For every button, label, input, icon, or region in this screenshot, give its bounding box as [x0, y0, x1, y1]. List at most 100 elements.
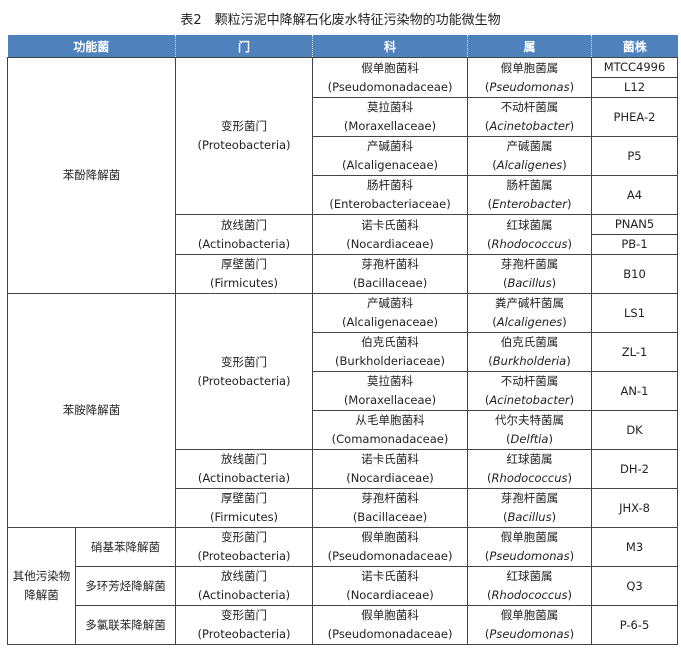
cn-label: 厚壁菌门: [221, 491, 268, 505]
latin-label: (Actinobacteria): [197, 236, 291, 251]
strain-cell: L12: [591, 77, 679, 98]
genus-latin: Pseudomonas: [489, 627, 570, 641]
latin-label: (Pseudomonadaceae): [327, 549, 453, 563]
genus-latin: Acinetobacter: [489, 119, 570, 133]
latin-label: (Proteobacteria): [197, 138, 291, 152]
cn-label: 红球菌属: [506, 217, 553, 232]
family-cell: 诺卡氏菌科 (Nocardiaceae): [312, 214, 469, 255]
cn-label: 肠杆菌属: [506, 178, 553, 192]
phylum-cell: 变形菌门 (Proteobacteria): [175, 527, 314, 567]
genus-cell: 不动杆菌属 (Acinetobacter): [467, 371, 593, 411]
header-strain: 菌株: [591, 35, 678, 58]
latin-label: (Nocardiaceae): [346, 236, 434, 251]
cn-label: 诺卡氏菌科: [361, 452, 419, 466]
cn-label: 诺卡氏菌科: [361, 217, 419, 232]
cn-label: 假单胞菌科: [361, 530, 419, 544]
cn-label: 芽孢杆菌科: [361, 491, 419, 505]
genus-latin: Alcaligenes: [496, 158, 563, 172]
latin-label: (Nocardiaceae): [346, 588, 434, 602]
table-header: 功能菌 门 科 属 菌株: [7, 35, 678, 58]
strain-cell: JHX-8: [591, 488, 679, 528]
latin-label: (Bacillus): [502, 510, 557, 524]
genus-latin: Pseudomonas: [489, 549, 570, 563]
cn-label: 产碱菌属: [506, 139, 553, 153]
cn-label: 诺卡氏菌科: [361, 569, 419, 583]
microbe-table: 功能菌 门 科 属 菌株 苯酚降解菌 变形菌门 (Proteobacteria) 假单…: [6, 35, 679, 645]
family-cell: 假单胞菌科 (Pseudomonadaceae): [312, 57, 469, 98]
latin-label: (Bacillaceae): [352, 510, 428, 524]
strain-cell: ZL-1: [591, 332, 679, 372]
genus-latin: Bacillus: [507, 510, 552, 524]
phylum-cell: 变形菌门 (Proteobacteria): [175, 605, 314, 645]
strain-cell: M3: [591, 527, 679, 567]
cn-label: 放线菌门: [221, 217, 268, 232]
strain-cell: PB-1: [591, 234, 679, 255]
genus-cell: 不动杆菌属 (Acinetobacter): [467, 97, 593, 137]
phylum-cell: 厚壁菌门 (Firmicutes): [175, 488, 314, 528]
header-function: 功能菌: [7, 35, 177, 58]
cn-label: 莫拉菌科: [367, 100, 414, 114]
strain-cell: DH-2: [591, 449, 679, 489]
latin-label: (Pseudomonas): [484, 627, 575, 641]
latin-label: (Comamonadaceae): [331, 432, 449, 446]
strain-cell: P5: [591, 136, 679, 176]
family-cell: 产碱菌科 (Alcaligenaceae): [312, 136, 469, 176]
cn-label: 厚壁菌门: [221, 257, 268, 271]
genus-cell: 粪产碱杆菌属 (Alcaligenes): [467, 293, 593, 333]
genus-latin: Bacillus: [507, 276, 552, 290]
subfunction-cell: 多氯联苯降解菌: [74, 605, 177, 645]
function-cell: 苯酚降解菌: [6, 57, 177, 294]
cn-label: 从毛单胞菌科: [355, 413, 425, 427]
genus-latin: Alcaligenes: [496, 315, 563, 329]
latin-label: (Pseudomonadaceae): [327, 79, 453, 94]
family-cell: 从毛单胞菌科 (Comamonadaceae): [312, 410, 469, 450]
latin-label: (Acinetobacter): [484, 393, 575, 407]
latin-label: (Moraxellaceae): [343, 119, 437, 133]
cn-label: 变形菌门: [221, 119, 268, 133]
cn-label: 假单胞菌属: [500, 60, 559, 75]
latin-label: (Proteobacteria): [197, 627, 291, 641]
cn-label: 代尔夫特菌属: [495, 413, 565, 427]
family-cell: 芽孢杆菌科 (Bacillaceae): [312, 254, 469, 294]
latin-label: (Acinetobacter): [484, 119, 575, 133]
cn-label: 变形菌门: [221, 530, 268, 544]
cn-label: 变形菌门: [221, 354, 268, 369]
family-cell: 莫拉菌科 (Moraxellaceae): [312, 97, 469, 137]
strain-cell: PHEA-2: [591, 97, 679, 137]
family-cell: 诺卡氏菌科 (Nocardiaceae): [312, 566, 469, 606]
cn-label: 肠杆菌科: [367, 178, 414, 192]
genus-cell: 芽孢杆菌属 (Bacillus): [467, 488, 593, 528]
genus-latin: Delftia: [510, 432, 549, 446]
genus-cell: 产碱菌属 (Alcaligenes): [467, 136, 593, 176]
table-row: 苯酚降解菌 变形菌门 (Proteobacteria) 假单胞菌科 (Pseudomon…: [6, 57, 679, 294]
cn-label: 不动杆菌属: [500, 100, 559, 114]
latin-label: (Actinobacteria): [197, 471, 291, 485]
phylum-cell: 变形菌门 (Proteobacteria): [175, 57, 314, 215]
family-cell: 假单胞菌科 (Pseudomonadaceae): [312, 527, 469, 567]
genus-cell: 芽孢杆菌属 (Bacillus): [467, 254, 593, 294]
cn-label: 假单胞菌属: [500, 530, 559, 544]
cn-label: 红球菌属: [506, 569, 553, 583]
phylum-cell: 放线菌门 (Actinobacteria): [175, 214, 314, 255]
cn-label: 假单胞菌属: [500, 608, 559, 622]
cn-label: 假单胞菌科: [361, 608, 419, 622]
header-family: 科: [312, 35, 469, 58]
function-cell: 其他污染物降解菌: [7, 527, 76, 645]
family-cell: 莫拉菌科 (Moraxellaceae): [312, 371, 469, 411]
genus-latin: Enterobacter: [492, 197, 567, 211]
cn-label: 粪产碱杆菌属: [495, 296, 565, 310]
strain-cell: LS1: [591, 293, 679, 333]
cn-label: 产碱菌科: [367, 139, 414, 153]
latin-label: (Rhodococcus): [487, 471, 572, 485]
family-cell: 伯克氏菌科 (Burkholderiaceae): [312, 332, 469, 372]
cn-label: 伯克氏菌科: [361, 335, 419, 349]
genus-latin: Rhodococcus: [491, 236, 568, 251]
latin-label: (Bacillaceae): [352, 276, 428, 290]
latin-label: (Pseudomonadaceae): [327, 627, 453, 641]
genus-cell: 红球菌属 (Rhodococcus): [467, 449, 593, 489]
latin-label: (Alcaligenaceae): [342, 158, 439, 172]
cn-label: 芽孢杆菌属: [500, 491, 559, 505]
strain-cell: AN-1: [591, 371, 679, 411]
table-caption: 表2 颗粒污泥中降解石化废水特征污染物的功能微生物: [180, 13, 501, 28]
latin-label: (Pseudomonas): [484, 549, 575, 563]
